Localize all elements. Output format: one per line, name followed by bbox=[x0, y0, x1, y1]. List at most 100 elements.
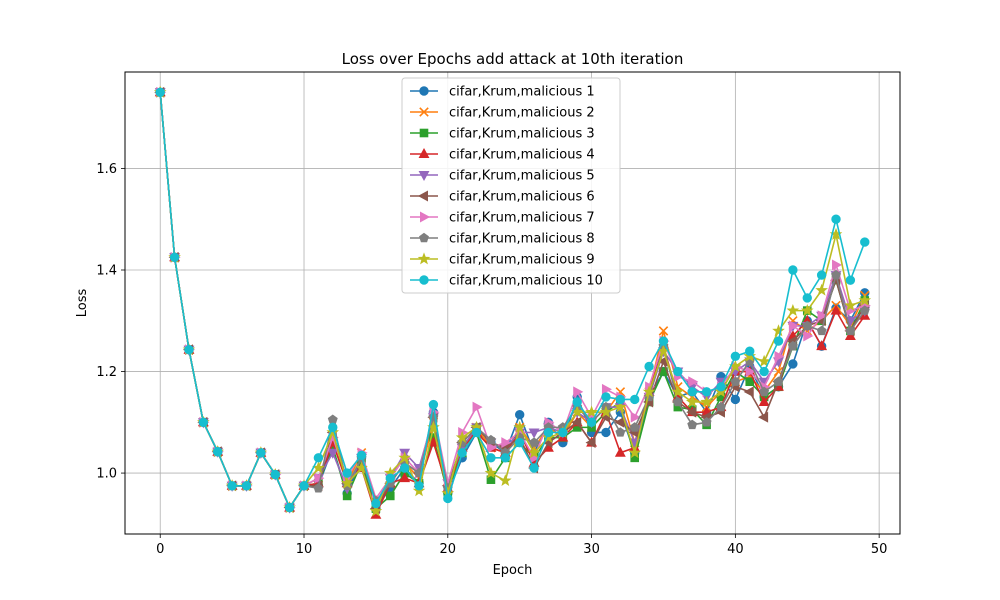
x-tick-label: 40 bbox=[727, 542, 744, 557]
data-point bbox=[773, 336, 784, 346]
data-point bbox=[284, 502, 295, 513]
legend-label: cifar,Krum,malicious 7 bbox=[449, 211, 595, 226]
data-point bbox=[788, 359, 798, 369]
data-point bbox=[615, 427, 626, 437]
series-group bbox=[153, 85, 872, 519]
x-axis-label: Epoch bbox=[493, 563, 533, 578]
data-point bbox=[585, 405, 598, 418]
legend-marker bbox=[417, 190, 428, 202]
data-point bbox=[844, 298, 857, 311]
data-point bbox=[773, 376, 784, 386]
legend-label: cifar,Krum,malicious 6 bbox=[449, 190, 595, 205]
legend-marker bbox=[417, 252, 431, 265]
data-point bbox=[787, 340, 798, 351]
data-point bbox=[786, 304, 800, 316]
data-point bbox=[673, 366, 683, 377]
data-point bbox=[414, 481, 424, 491]
legend-entry: cifar,Krum,malicious 1 bbox=[410, 85, 595, 100]
data-point bbox=[831, 269, 841, 280]
data-point bbox=[572, 397, 582, 407]
x-tick-label: 0 bbox=[156, 542, 164, 557]
data-point bbox=[629, 422, 640, 432]
data-point bbox=[486, 442, 497, 454]
data-point bbox=[614, 416, 625, 428]
legend-marker bbox=[420, 211, 431, 223]
plot-frame bbox=[124, 71, 901, 535]
data-point bbox=[369, 504, 383, 517]
data-point bbox=[513, 420, 526, 433]
data-point bbox=[730, 376, 741, 386]
data-point bbox=[399, 472, 411, 483]
data-point bbox=[815, 283, 828, 296]
legend-label: cifar,Krum,malicious 4 bbox=[449, 148, 595, 163]
data-point bbox=[573, 386, 584, 398]
data-point bbox=[772, 324, 785, 337]
data-point bbox=[859, 305, 870, 315]
data-point bbox=[642, 385, 656, 398]
data-point bbox=[831, 214, 841, 224]
data-point bbox=[788, 320, 799, 332]
legend-marker bbox=[419, 128, 429, 138]
data-point bbox=[759, 366, 769, 377]
data-point bbox=[155, 87, 165, 98]
data-point bbox=[527, 446, 541, 459]
data-point bbox=[686, 406, 697, 418]
data-point bbox=[774, 350, 785, 362]
x-tick-label: 20 bbox=[440, 542, 457, 557]
data-point bbox=[599, 405, 613, 418]
data-point bbox=[529, 463, 539, 473]
data-point bbox=[730, 351, 741, 362]
y-tick-label: 1.4 bbox=[96, 264, 117, 279]
data-point bbox=[471, 427, 482, 438]
data-point bbox=[745, 366, 756, 377]
data-point bbox=[484, 466, 498, 479]
data-point bbox=[858, 293, 872, 306]
data-point bbox=[328, 422, 338, 433]
data-point bbox=[700, 395, 713, 408]
data-point bbox=[571, 416, 582, 428]
legend-box bbox=[401, 77, 621, 294]
data-point bbox=[342, 468, 352, 478]
data-point bbox=[256, 448, 266, 458]
legend-label: cifar,Krum,malicious 9 bbox=[449, 253, 595, 268]
data-point bbox=[845, 275, 856, 285]
data-point bbox=[514, 437, 525, 448]
data-point bbox=[832, 259, 843, 271]
data-point bbox=[398, 451, 411, 464]
data-point bbox=[630, 394, 640, 405]
data-point bbox=[802, 293, 812, 303]
data-point bbox=[314, 472, 325, 484]
data-point bbox=[385, 473, 395, 483]
legend-label: cifar,Krum,malicious 1 bbox=[449, 85, 595, 100]
data-point bbox=[169, 252, 180, 263]
data-point bbox=[313, 453, 324, 463]
legend-entry: cifar,Krum,malicious 6 bbox=[410, 190, 595, 205]
data-point bbox=[630, 411, 641, 423]
data-point bbox=[701, 417, 712, 427]
data-point bbox=[758, 395, 770, 406]
data-point bbox=[730, 394, 741, 405]
data-point bbox=[585, 437, 596, 449]
y-tick-label: 1.6 bbox=[96, 162, 117, 177]
legend-marker bbox=[418, 171, 430, 182]
data-point bbox=[658, 336, 669, 346]
data-point bbox=[628, 446, 642, 459]
data-point bbox=[601, 392, 611, 402]
data-point bbox=[671, 385, 685, 398]
legend-entry: cifar,Krum,malicious 10 bbox=[410, 274, 603, 289]
data-point bbox=[500, 453, 511, 463]
data-point bbox=[687, 419, 698, 430]
data-point bbox=[399, 463, 410, 473]
data-point bbox=[501, 437, 512, 449]
data-point bbox=[356, 450, 367, 461]
legend-label: cifar,Krum,malicious 5 bbox=[449, 169, 595, 184]
data-point bbox=[472, 401, 483, 413]
y-tick-label: 1.0 bbox=[96, 467, 117, 482]
data-point bbox=[816, 340, 828, 351]
legend-marker bbox=[418, 147, 430, 158]
data-point bbox=[716, 382, 726, 392]
data-point bbox=[486, 453, 496, 463]
data-point bbox=[802, 320, 813, 331]
data-point bbox=[428, 399, 439, 410]
